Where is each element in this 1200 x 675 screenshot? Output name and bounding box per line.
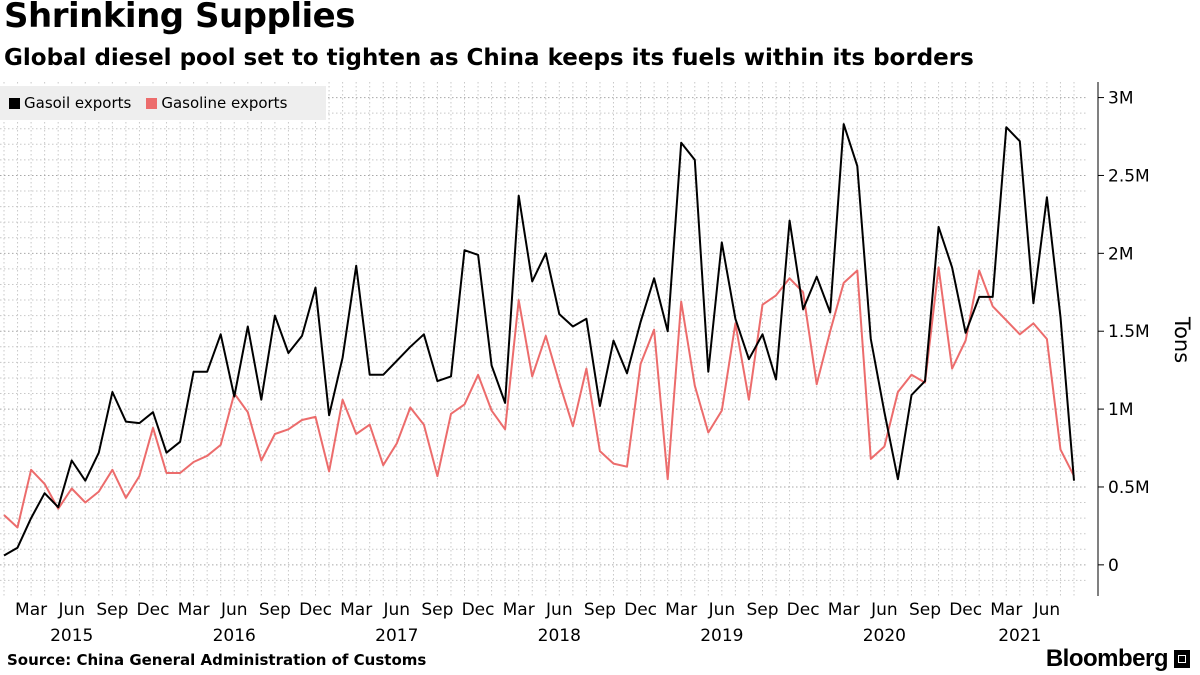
x-tick-label: Dec (462, 600, 495, 620)
y-tick-label: 1.5M (1108, 322, 1150, 342)
x-tick-label: Jun (545, 600, 573, 620)
x-tick-label: Mar (340, 600, 372, 620)
x-year-label: 2021 (998, 626, 1041, 646)
y-tick-label: 1M (1108, 400, 1133, 420)
series-lines (3, 123, 1075, 557)
gridlines (0, 82, 1088, 596)
series-line-gasoil-exports (3, 123, 1075, 557)
y-tick-label: 3M (1108, 89, 1133, 109)
x-tick-label: Mar (665, 600, 697, 620)
x-year-label: 2018 (538, 626, 581, 646)
brand-mark-icon (1174, 650, 1190, 668)
source-note: Source: China General Administration of … (7, 651, 427, 669)
x-year-label: 2019 (700, 626, 743, 646)
chart-legend: Gasoil exports Gasoline exports (0, 86, 326, 120)
x-tick-label: Jun (57, 600, 85, 620)
x-tick-label: Dec (787, 600, 820, 620)
x-tick-label: Jun (1033, 600, 1061, 620)
axes: 0 0.5M 1M 1.5M 2M 2.5M 3M Mar Jun Sep Dec Mar Jun Sep… (15, 82, 1150, 646)
brand-logo: Bloomberg (1046, 645, 1190, 673)
x-tick-label: Mar (503, 600, 535, 620)
y-axis-label: Tons (1170, 316, 1194, 363)
x-tick-label: Sep (746, 600, 778, 620)
x-tick-label: Mar (178, 600, 210, 620)
x-tick-label: Sep (421, 600, 453, 620)
legend-entry-gasoline: Gasoline exports (146, 94, 287, 112)
legend-entry-gasoil: Gasoil exports (9, 94, 131, 112)
series-line-gasoline-exports (3, 266, 1075, 529)
x-tick-label: Mar (990, 600, 1022, 620)
legend-label-gasoil: Gasoil exports (24, 94, 132, 112)
x-tick-label: Mar (828, 600, 860, 620)
x-tick-label: Jun (708, 600, 736, 620)
x-year-label: 2016 (213, 626, 256, 646)
brand-name: Bloomberg (1045, 645, 1169, 672)
x-tick-label: Dec (624, 600, 657, 620)
x-tick-label: Dec (949, 600, 982, 620)
x-tick-label: Sep (909, 600, 941, 620)
x-tick-label: Mar (15, 600, 47, 620)
x-tick-label: Sep (584, 600, 616, 620)
y-tick-label: 2.5M (1108, 166, 1150, 186)
legend-swatch-gasoil (9, 97, 20, 109)
x-year-label: 2017 (375, 626, 418, 646)
y-tick-label: 0.5M (1108, 478, 1150, 498)
y-tick-label: 2M (1108, 244, 1133, 264)
page-subtitle: Global diesel pool set to tighten as Chi… (4, 45, 974, 71)
x-tick-label: Jun (383, 600, 411, 620)
x-year-label: 2015 (50, 626, 93, 646)
x-tick-label: Dec (137, 600, 170, 620)
x-year-label: 2020 (863, 626, 906, 646)
x-tick-label: Sep (259, 600, 291, 620)
x-tick-label: Jun (220, 600, 248, 620)
legend-swatch-gasoline (146, 97, 158, 109)
x-tick-label: Jun (870, 600, 898, 620)
y-tick-label: 0 (1108, 556, 1119, 576)
page-title: Shrinking Supplies (4, 0, 355, 36)
x-tick-label: Dec (299, 600, 332, 620)
legend-label-gasoline: Gasoline exports (161, 94, 288, 112)
x-tick-label: Sep (96, 600, 128, 620)
